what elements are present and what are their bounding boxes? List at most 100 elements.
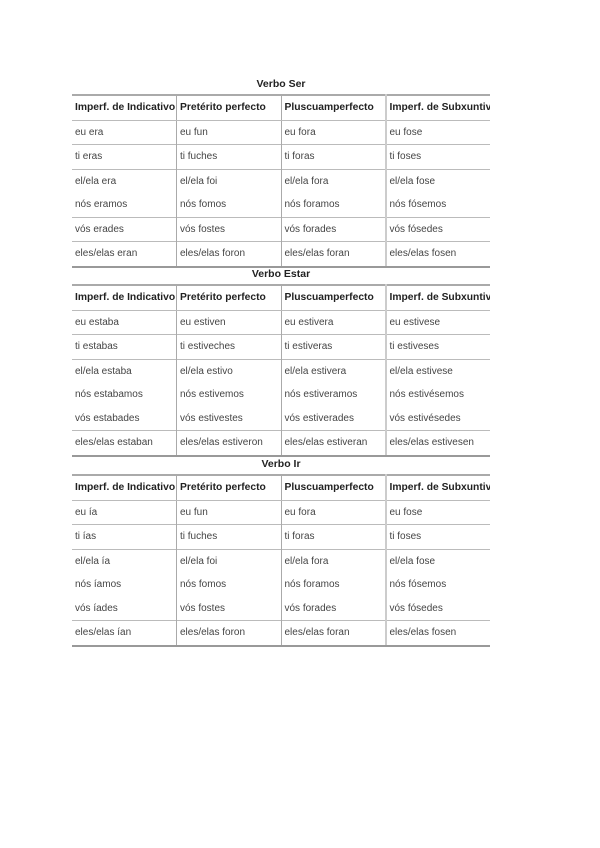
table-cell: vós erades	[72, 216, 177, 242]
column-header: Pretérito perfecto	[176, 474, 282, 501]
table-cell: eles/elas estiveron	[176, 430, 282, 457]
table-cell: ti estabas	[72, 334, 177, 359]
table-cell: ti foses	[385, 144, 490, 169]
table-cell: vós estivestes	[176, 406, 282, 431]
table-row: nós íamos nós fomos nós foramos nós fósemos	[72, 573, 490, 597]
table-cell: nós fomos	[176, 573, 282, 597]
table-row: el/ela ía el/ela foi el/ela fora el/ela fos…	[72, 548, 490, 573]
table-cell: eles/elas estivesen	[385, 430, 490, 457]
table-row: vós erades vós fostes vós forades vós fósed…	[72, 216, 490, 242]
column-header: Imperf. de Indicativo	[72, 94, 177, 121]
table-cell: el/ela estivo	[176, 358, 282, 383]
table-cell: eu estivese	[389, 316, 441, 328]
table-cell: nós fósemos	[389, 579, 447, 591]
column-header: Pluscuamperfecto	[281, 284, 387, 311]
table-cell: eles/elas estaban	[72, 430, 177, 457]
table-row: eles/elas eran eles/elas foron eles/elas f…	[72, 241, 490, 268]
table-row: ti estabas ti estiveches ti estiveras ti es…	[72, 334, 490, 359]
table-cell: ti fuches	[176, 524, 282, 549]
table-cell: ti foras	[281, 144, 387, 169]
table-cell: vós fósedes	[385, 216, 490, 242]
table-row: eles/elas estaban eles/elas estiveron eles…	[72, 430, 490, 457]
table-cell: nós estivésemos	[389, 389, 464, 401]
table-cell: vós fósedes	[389, 602, 443, 614]
table-row: eles/elas ían eles/elas foron eles/elas fo…	[72, 620, 490, 647]
header-row: Imperf. de Indicativo Pretérito perfecto P…	[72, 474, 490, 501]
table-cell: nós estivemos	[176, 383, 282, 407]
table-cell: el/ela ía	[72, 548, 177, 573]
table-cell: ti foses	[385, 524, 490, 549]
table-cell: eu estivera	[281, 310, 387, 335]
column-header: Pluscuamperfecto	[281, 474, 387, 501]
conjugation-block-verbo-estar: Verbo Estar Imperf. de Indicativo Pretérit…	[72, 265, 490, 457]
conjugation-block-verbo-ser: Verbo Ser Imperf. de Indicativo Pretérito …	[72, 75, 490, 268]
table-cell: eu estiven	[176, 310, 282, 335]
table-cell: ti ías	[72, 524, 177, 549]
table-cell: eu fose	[389, 506, 423, 518]
table-cell: nós fósemos	[389, 199, 447, 211]
table-cell: eles/elas fosen	[385, 241, 490, 268]
table-cell: el/ela estaba	[72, 358, 177, 383]
conjugation-table: Imperf. de Indicativo Pretérito perfecto P…	[72, 474, 490, 647]
column-header: Pluscuamperfecto	[281, 94, 387, 121]
table-row: vós estabades vós estivestes vós estiverad…	[72, 406, 490, 431]
table-cell: eu ía	[72, 500, 177, 525]
table-cell: vós íades	[72, 596, 177, 621]
table-title: Verbo Estar	[251, 268, 311, 280]
table-cell: nós estabamos	[72, 383, 177, 407]
table-cell: el/ela fora	[281, 168, 387, 193]
conjugation-block-verbo-ir: Verbo Ir Imperf. de Indicativo Pretérito p…	[72, 455, 490, 647]
table-cell: ti estiveses	[385, 334, 490, 359]
table-row: ti eras ti fuches ti foras ti foses	[72, 144, 490, 169]
table-cell: ti fuches	[176, 144, 282, 169]
table-cell: ti estiveras	[281, 334, 387, 359]
table-cell: eu fun	[176, 120, 282, 145]
column-header: Imperf. de Subxuntivo	[385, 474, 490, 501]
table-row: el/ela era el/ela foi el/ela fora el/ela fo…	[72, 168, 490, 193]
table-row: vós íades vós fostes vós forades vós fósede…	[72, 596, 490, 621]
table-cell: eu fora	[281, 500, 387, 525]
table-cell: eles/elas foron	[176, 241, 282, 268]
table-cell: nós íamos	[72, 573, 177, 597]
table-cell: el/ela fose	[385, 548, 490, 573]
table-cell: eu fora	[281, 120, 387, 145]
table-title: Verbo Ser	[256, 78, 306, 90]
table-title: Verbo Ir	[261, 458, 301, 470]
table-cell: ti eras	[72, 144, 177, 169]
table-cell: nós foramos	[281, 573, 387, 597]
table-row: eu estaba eu estiven eu estivera eu estives…	[72, 310, 490, 335]
header-row: Imperf. de Indicativo Pretérito perfecto P…	[72, 284, 490, 311]
table-cell: eles/elas fosen	[385, 620, 490, 647]
table-cell: ti foras	[281, 524, 387, 549]
column-header: Imperf. de Indicativo	[72, 284, 177, 311]
table-row: nós eramos nós fomos nós foramos nós fósemo…	[72, 193, 490, 217]
column-header: Pretérito perfecto	[176, 284, 282, 311]
table-cell: vós fostes	[176, 216, 282, 242]
conjugation-table: Imperf. de Indicativo Pretérito perfecto P…	[72, 284, 490, 457]
table-cell: eles/elas foran	[281, 620, 387, 647]
table-cell: vós estiverades	[281, 406, 387, 431]
table-cell: el/ela estivera	[281, 358, 387, 383]
table-cell: eles/elas foran	[281, 241, 387, 268]
table-cell: el/ela foi	[176, 548, 282, 573]
table-cell: ti estiveches	[176, 334, 282, 359]
table-row: eu era eu fun eu fora eu fose	[72, 120, 490, 145]
table-cell: vós estivésedes	[389, 412, 461, 424]
table-cell: vós forades	[281, 596, 387, 621]
table-row: nós estabamos nós estivemos nós estiveramo…	[72, 383, 490, 407]
conjugation-table: Imperf. de Indicativo Pretérito perfecto P…	[72, 94, 490, 268]
table-cell: el/ela fose	[385, 168, 490, 193]
table-cell: eles/elas foron	[176, 620, 282, 647]
table-cell: eu era	[72, 120, 177, 145]
column-header: Imperf. de Subxuntivo	[385, 94, 490, 121]
table-cell: el/ela era	[72, 168, 177, 193]
table-cell: eles/elas estiveran	[281, 430, 387, 457]
table-cell: eu fose	[389, 126, 423, 138]
header-row: Imperf. de Indicativo Pretérito perfecto P…	[72, 94, 490, 121]
column-header: Imperf. de Indicativo	[72, 474, 177, 501]
column-header: Pretérito perfecto	[176, 94, 282, 121]
table-cell: nós eramos	[72, 193, 177, 217]
table-cell: eu estaba	[72, 310, 177, 335]
table-cell: el/ela foi	[176, 168, 282, 193]
